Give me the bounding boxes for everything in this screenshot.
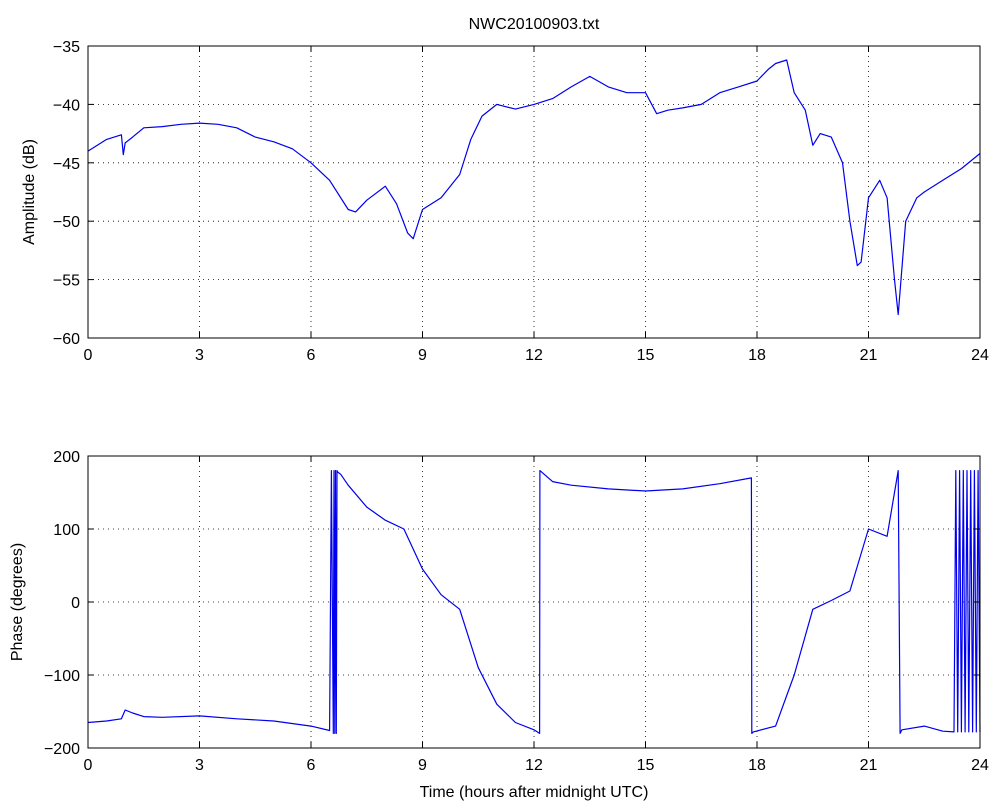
x-axis-label: Time (hours after midnight UTC) — [420, 784, 649, 801]
y-tick-label: −45 — [53, 156, 80, 173]
x-tick-label: 18 — [748, 757, 766, 774]
x-tick-label: 6 — [307, 757, 316, 774]
x-tick-label: 24 — [971, 757, 989, 774]
x-tick-label: 21 — [860, 347, 878, 364]
x-tick-label: 0 — [84, 347, 93, 364]
x-tick-label: 12 — [525, 757, 543, 774]
x-tick-label: 6 — [307, 347, 316, 364]
y-tick-label: −55 — [53, 273, 80, 290]
y-tick-label: 200 — [53, 449, 80, 466]
x-tick-label: 21 — [860, 757, 878, 774]
x-tick-label: 24 — [971, 347, 989, 364]
y-tick-label: −40 — [53, 97, 80, 114]
x-tick-label: 3 — [195, 347, 204, 364]
phase-plot: 0 3 6 9 12 15 18 21 24 −200 −100 0 100 200 Phase (degr… — [9, 449, 989, 801]
x-tick-label: 15 — [637, 757, 655, 774]
y-axis-label: Amplitude (dB) — [21, 139, 38, 245]
y-tick-label: 100 — [53, 522, 80, 539]
y-tick-label: −50 — [53, 214, 80, 231]
y-tick-label: −60 — [53, 331, 80, 348]
series-line — [87, 59, 981, 316]
amplitude-plot: 0 3 6 9 12 15 18 21 24 −60 −55 −50 −45 −40 −35 Amplitud… — [21, 39, 989, 364]
chart-title: NWC20100903.txt — [469, 16, 600, 33]
x-tick-label: 18 — [748, 347, 766, 364]
x-tick-label: 0 — [84, 757, 93, 774]
y-tick-label: −100 — [44, 668, 80, 685]
x-tick-label: 3 — [195, 757, 204, 774]
x-tick-label: 15 — [637, 347, 655, 364]
x-tick-label: 9 — [418, 757, 427, 774]
y-tick-label: −35 — [53, 39, 80, 56]
y-axis-label: Phase (degrees) — [9, 543, 26, 661]
y-tick-label: −200 — [44, 741, 80, 758]
x-tick-label: 9 — [418, 347, 427, 364]
series-line — [87, 470, 981, 734]
x-tick-label: 12 — [525, 347, 543, 364]
y-tick-label: 0 — [71, 595, 80, 612]
